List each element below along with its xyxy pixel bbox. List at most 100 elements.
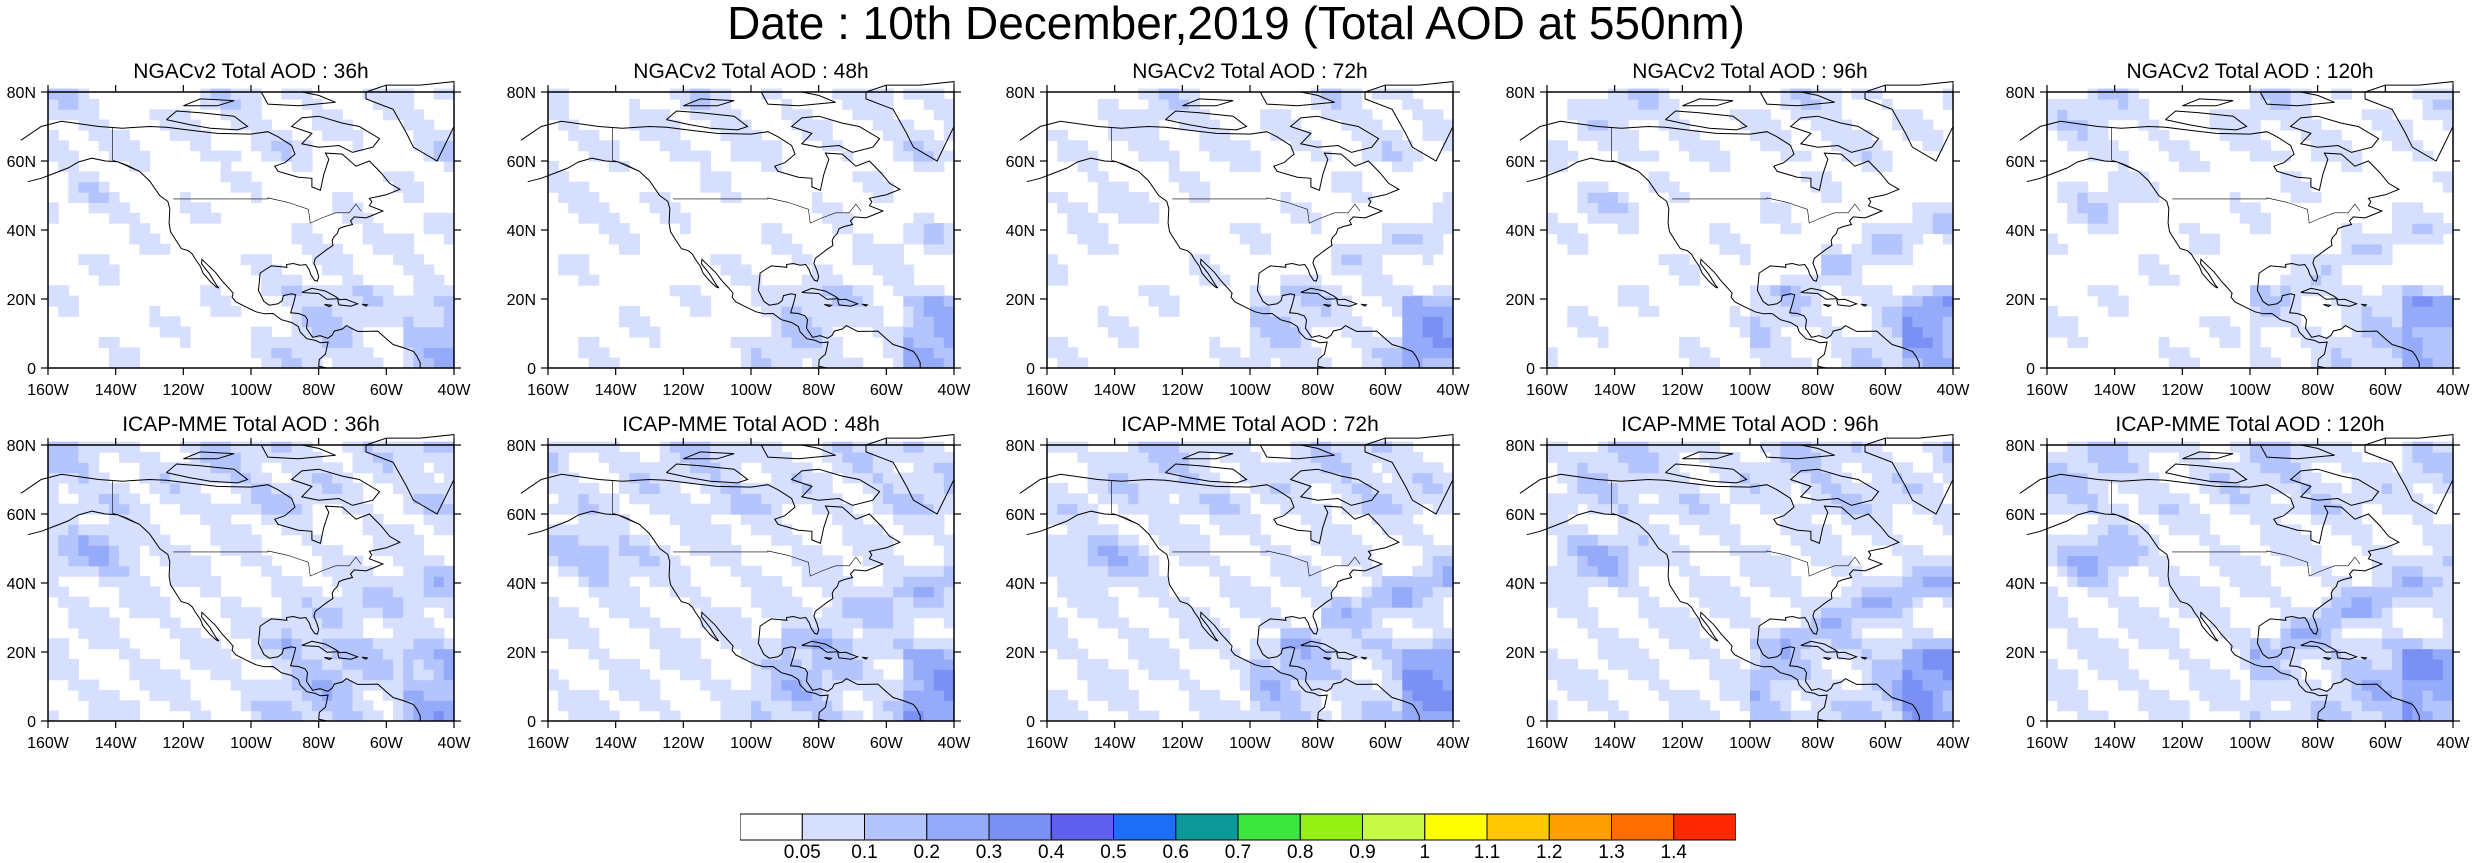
aod-cell (221, 649, 232, 660)
aod-cell (1077, 161, 1088, 172)
aod-cell (68, 171, 79, 182)
aod-cell (99, 254, 110, 265)
aod-cell (913, 576, 924, 587)
aod-cell (271, 587, 282, 598)
aod-cell (913, 680, 924, 691)
aod-cell (1169, 545, 1180, 556)
aod-cell (1250, 306, 1261, 317)
aod-cell (1047, 254, 1058, 265)
aod-cell (363, 285, 374, 296)
aod-cell (1118, 452, 1129, 463)
aod-cell (48, 89, 59, 100)
aod-cell (721, 130, 732, 141)
aod-cell (1433, 555, 1444, 566)
aod-cell (210, 151, 221, 162)
aod-cell (180, 576, 191, 587)
aod-cell (403, 244, 414, 255)
aod-cell (1189, 535, 1200, 546)
aod-cell (670, 628, 681, 639)
aod-cell (802, 275, 813, 286)
aod-cell (1088, 535, 1099, 546)
aod-cell (741, 690, 752, 701)
aod-cell (2433, 358, 2444, 369)
aod-cell (1169, 171, 1180, 182)
aod-cell (924, 316, 935, 327)
aod-cell (853, 171, 864, 182)
aod-cell (568, 192, 579, 203)
aod-cell (1577, 545, 1588, 556)
aod-cell (1199, 535, 1210, 546)
aod-cell (1250, 700, 1261, 711)
lat-tick-label: 0 (1526, 361, 1535, 378)
aod-cell (558, 254, 569, 265)
aod-cell (281, 711, 292, 722)
aod-cell (1250, 337, 1261, 348)
aod-cell (2067, 213, 2078, 224)
aod-cell (741, 337, 752, 348)
aod-cell (2331, 337, 2342, 348)
aod-cell (292, 628, 303, 639)
aod-cell (1770, 316, 1781, 327)
aod-cell (1250, 483, 1261, 494)
aod-cell (924, 452, 935, 463)
aod-cell (78, 483, 89, 494)
aod-cell (1149, 462, 1160, 473)
aod-cell (2118, 109, 2129, 120)
aod-cell (822, 483, 833, 494)
aod-cell (1352, 254, 1363, 265)
aod-cell (1577, 99, 1588, 110)
aod-cell (650, 493, 661, 504)
aod-cell (1169, 659, 1180, 670)
aod-cell (1250, 649, 1261, 660)
aod-cell (548, 524, 559, 535)
aod-cell (109, 700, 120, 711)
aod-cell (873, 265, 884, 276)
aod-cell (609, 213, 620, 224)
aod-cell (944, 109, 955, 120)
aod-cell (700, 524, 711, 535)
aod-cell (261, 638, 272, 649)
aod-cell (660, 130, 671, 141)
aod-cell (353, 462, 364, 473)
aod-cell (1923, 347, 1934, 358)
aod-cell (893, 254, 904, 265)
aod-cell (353, 576, 364, 587)
aod-cell (599, 587, 610, 598)
aod-cell (231, 659, 242, 670)
aod-cell (568, 265, 579, 276)
aod-cell (1588, 545, 1599, 556)
aod-cell (2260, 347, 2271, 358)
aod-cell (160, 483, 171, 494)
aod-cell (1598, 566, 1609, 577)
aod-cell (170, 690, 181, 701)
aod-cell (568, 120, 579, 131)
aod-cell (332, 347, 343, 358)
aod-cell (403, 327, 414, 338)
aod-cell (1098, 473, 1109, 484)
aod-cell (332, 244, 343, 255)
aod-cell (1577, 202, 1588, 213)
aod-cell (2098, 192, 2109, 203)
aod-cell (934, 285, 945, 296)
aod-cell (1280, 680, 1291, 691)
aod-cell (832, 607, 843, 618)
aod-cell (1128, 690, 1139, 701)
aod-cell (619, 462, 630, 473)
aod-cell (413, 182, 424, 193)
aod-cell (68, 99, 79, 110)
aod-cell (913, 327, 924, 338)
aod-cell (1443, 576, 1454, 587)
aod-cell (1547, 514, 1558, 525)
aod-cell (1067, 151, 1078, 162)
aod-cell (353, 275, 364, 286)
aod-cell (1159, 452, 1170, 463)
aod-cell (1067, 493, 1078, 504)
aod-cell (944, 659, 955, 670)
aod-cell (1352, 597, 1363, 608)
aod-cell (251, 607, 262, 618)
aod-cell (1301, 514, 1312, 525)
lat-tick-label: 40N (507, 576, 536, 593)
aod-cell (802, 711, 813, 722)
aod-cell (1149, 130, 1160, 141)
aod-cell (2352, 306, 2363, 317)
